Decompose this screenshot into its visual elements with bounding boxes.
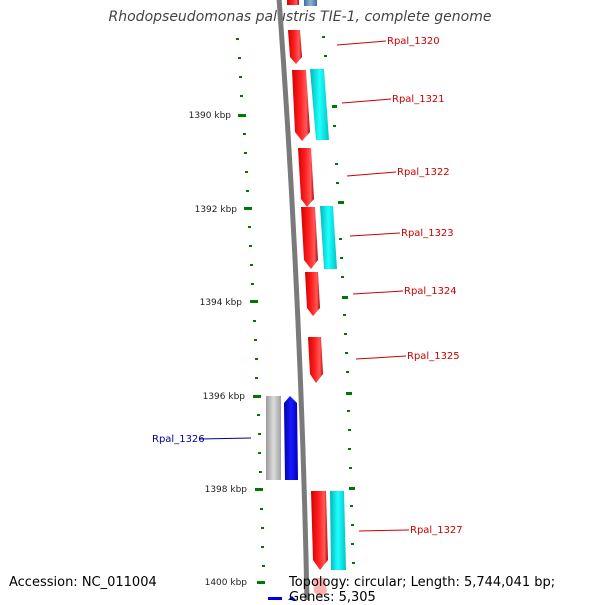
axis-labels: 1390 kbp 1392 kbp 1394 kbp 1396 kbp 1398… (189, 111, 248, 588)
partial-gene-top (287, 0, 299, 5)
partial-gene-bottom-red (313, 578, 327, 597)
cds-Rpal_1323[interactable] (320, 206, 337, 269)
gene-label-Rpal_1324[interactable]: Rpal_1324 (404, 286, 457, 297)
gene-Rpal_1324[interactable] (305, 272, 320, 316)
gene-label-Rpal_1322[interactable]: Rpal_1322 (397, 167, 450, 178)
scale-ticks-right (322, 36, 355, 564)
gene-label-Rpal_1325[interactable]: Rpal_1325 (407, 351, 460, 362)
gene-Rpal_1320[interactable] (288, 30, 302, 64)
gene-Rpal_1321[interactable] (292, 70, 310, 141)
gene-label-Rpal_1327[interactable]: Rpal_1327 (410, 525, 463, 536)
cds-Rpal_1321[interactable] (310, 69, 329, 140)
genome-summary: Topology: circular; Length: 5,744,041 bp… (289, 575, 556, 605)
axis-label-1394: 1394 kbp (200, 298, 243, 308)
partial-gene-bottom-blue (268, 597, 282, 600)
axis-label-1396: 1396 kbp (203, 392, 246, 402)
genome-backbone (276, 0, 310, 600)
scale-ticks-major (238, 114, 265, 584)
gene-label-Rpal_1323[interactable]: Rpal_1323 (401, 228, 454, 239)
gene-Rpal_1323[interactable] (301, 207, 318, 269)
accession-label: Accession: NC_011004 (9, 575, 157, 590)
gene-Rpal_1325[interactable] (308, 337, 323, 383)
axis-label-1398: 1398 kbp (205, 485, 248, 495)
axis-label-1390: 1390 kbp (189, 111, 232, 121)
gene-labels: Rpal_1320 Rpal_1321 Rpal_1322 Rpal_1323 … (152, 36, 463, 536)
gene-Rpal_1327[interactable] (311, 491, 328, 570)
gene-Rpal_1326[interactable] (284, 396, 298, 480)
partial-gene-bottom-blue-2 (288, 596, 296, 600)
cds-Rpal_1326[interactable] (266, 396, 281, 480)
gene-Rpal_1322[interactable] (298, 148, 314, 207)
axis-label-1400: 1400 kbp (205, 578, 248, 588)
gene-label-Rpal_1321[interactable]: Rpal_1321 (392, 94, 445, 105)
axis-label-1392: 1392 kbp (195, 205, 238, 215)
leader-lines (199, 40, 410, 532)
genome-title: Rhodopseudomonas palustris TIE-1, comple… (108, 9, 492, 25)
gene-label-Rpal_1320[interactable]: Rpal_1320 (387, 36, 440, 47)
cds-Rpal_1327[interactable] (330, 491, 346, 570)
gene-label-Rpal_1326[interactable]: Rpal_1326 (152, 434, 205, 445)
scale-ticks-left (236, 38, 265, 567)
partial-cds-top (304, 0, 317, 6)
